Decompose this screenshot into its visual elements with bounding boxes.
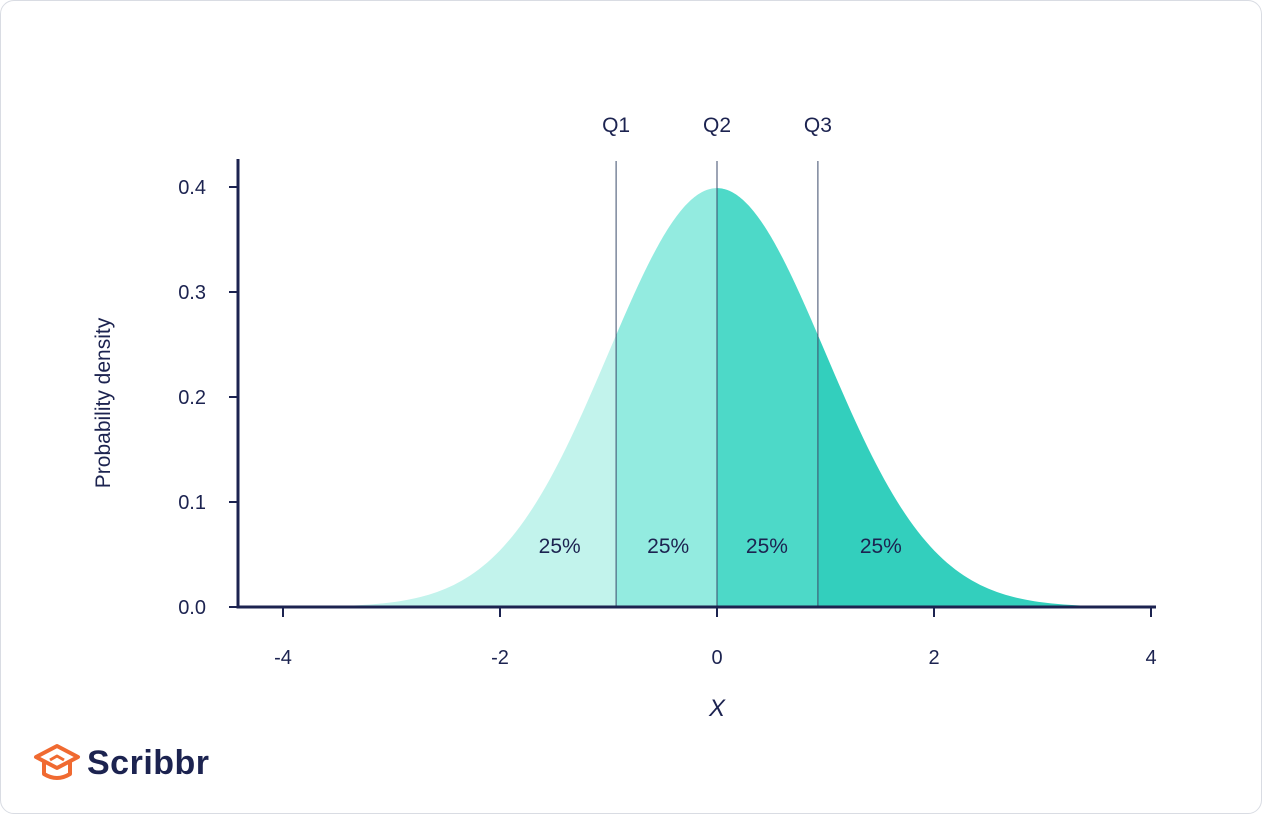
y-tick-label: 0.3	[178, 282, 206, 304]
quartile-region-2	[616, 188, 717, 608]
region-label-4: 25%	[860, 535, 902, 558]
y-tick-label: 0.0	[178, 597, 206, 619]
y-tick-label: 0.4	[178, 177, 206, 199]
quartile-lines: Q1 Q2 Q3	[602, 114, 832, 607]
quartile-regions	[283, 188, 1151, 608]
x-tick-label: -2	[491, 647, 509, 669]
quartile-label-q1: Q1	[602, 114, 630, 137]
region-labels: 25% 25% 25% 25%	[539, 535, 902, 558]
region-label-1: 25%	[539, 535, 581, 558]
quartile-region-1	[283, 335, 617, 607]
y-axis-title: Probability density	[92, 317, 115, 488]
x-tick-label: 2	[928, 647, 939, 669]
y-tick-label: 0.1	[178, 492, 206, 514]
quartile-region-4	[817, 335, 1151, 607]
quartile-region-3	[717, 188, 818, 608]
x-tick-label: 4	[1145, 647, 1156, 669]
x-axis-title: X	[708, 695, 726, 722]
x-tick-label: 0	[711, 647, 722, 669]
y-tick-label: 0.2	[178, 387, 206, 409]
quartile-label-q2: Q2	[703, 114, 731, 137]
quartile-label-q3: Q3	[804, 114, 832, 137]
graduation-cap-icon	[34, 744, 80, 780]
scribbr-logo: Scribbr	[33, 741, 210, 785]
axes	[236, 159, 1156, 609]
x-tick-label: -4	[274, 647, 292, 669]
brand-name: Scribbr	[87, 743, 210, 782]
region-label-2: 25%	[647, 535, 689, 558]
tick-labels: 0.0 0.1 0.2 0.3 0.4 -4 -2 0 2 4	[178, 177, 1156, 669]
region-label-3: 25%	[746, 535, 788, 558]
